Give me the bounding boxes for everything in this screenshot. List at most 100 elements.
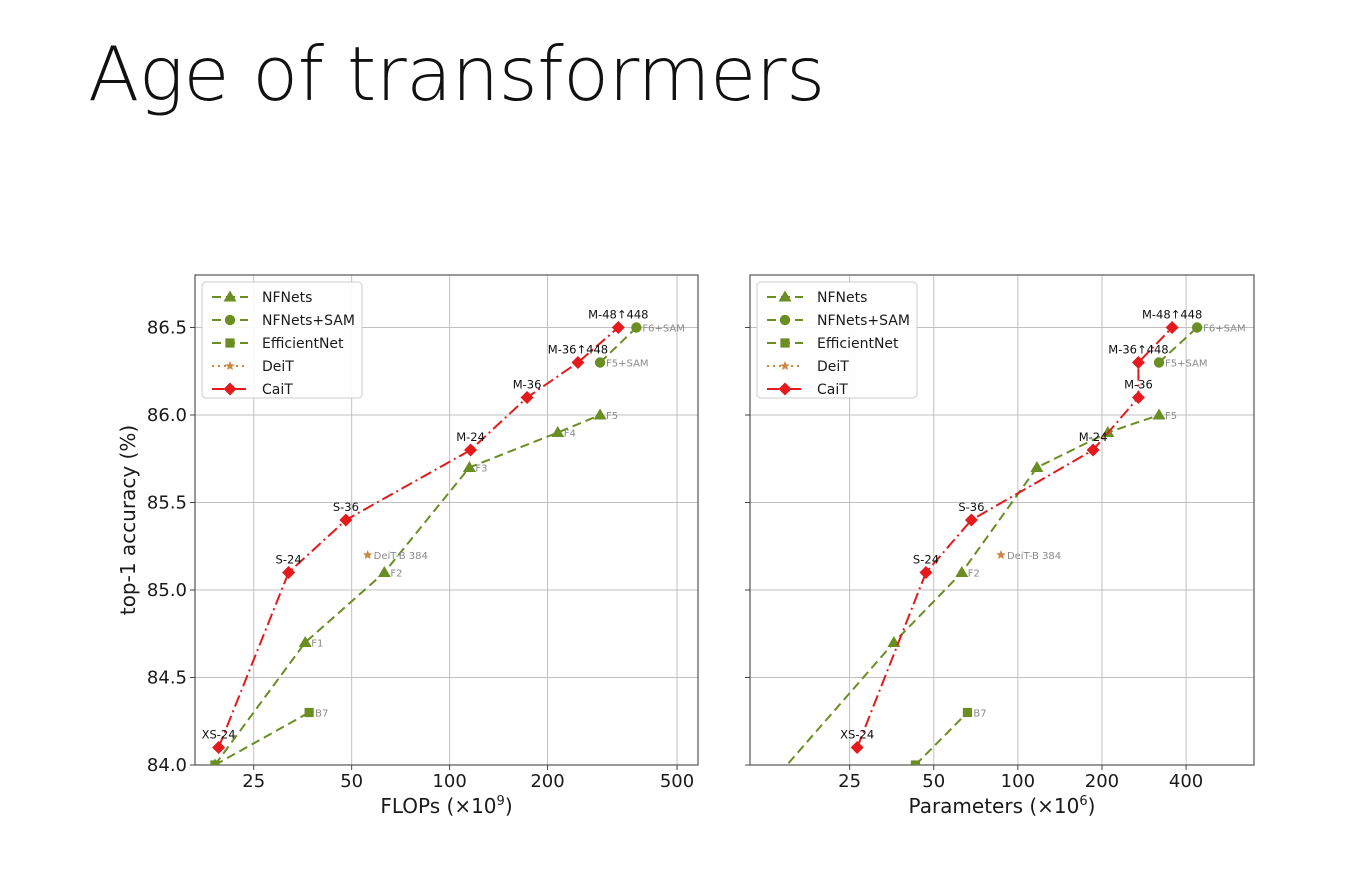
point-label-cait: M-24 [1079, 430, 1108, 444]
y-tick-label: 84.0 [147, 755, 187, 776]
x-axis-title: FLOPs (×109) [380, 794, 512, 818]
point-label-nfnets: F5 [1165, 411, 1177, 422]
x-axis-title: Parameters (×106) [909, 794, 1096, 818]
legend-box [756, 281, 918, 399]
data-point-cait [520, 391, 534, 404]
series-line-efficientnet [914, 711, 969, 765]
legend-label: EfficientNet [817, 336, 899, 352]
point-label-nfnets_sam: F5+SAM [606, 359, 649, 370]
legend-marker-efficientnet [780, 338, 790, 348]
x-tick-label: 200 [530, 771, 564, 792]
series-nfnets [773, 408, 1166, 778]
data-point-cait [1131, 356, 1145, 369]
plot-frame [749, 274, 1255, 766]
point-label-efficientnet: B7 [315, 709, 328, 720]
x-tick-label: 200 [1085, 771, 1119, 792]
data-point-cait [1131, 391, 1145, 404]
point-label-nfnets: F5 [606, 411, 618, 422]
series-line-nfnets [785, 414, 1160, 765]
x-axis-title-main: Parameters (×10 [909, 794, 1080, 818]
data-point-nfnets [377, 566, 391, 578]
data-point-nfnets_sam [594, 357, 606, 368]
data-point-nfnets [462, 461, 476, 473]
point-label-nfnets_sam: F6+SAM [1203, 324, 1246, 335]
y-tick-label: 86.5 [147, 318, 187, 339]
point-label-cait: M-36 [1124, 378, 1153, 392]
x-axis-title-main: FLOPs (×10 [380, 794, 496, 818]
legend-label: CaiT [262, 382, 293, 398]
series-nfnets [211, 408, 607, 765]
data-point-efficientnet [962, 707, 973, 718]
legend-marker-cait [778, 382, 792, 396]
x-axis-title-end: ) [505, 794, 513, 818]
legend-label: NFNets+SAM [262, 313, 355, 329]
legend-item-deit: DeiT [767, 359, 849, 375]
point-label-cait: M-48↑448 [1142, 308, 1202, 322]
point-label-nfnets: F4 [564, 429, 576, 440]
data-point-nfnets [955, 566, 969, 578]
point-label-deit: DeiT-B 384 [1007, 551, 1061, 562]
point-label-cait: XS-24 [840, 728, 874, 742]
x-tick-label: 25 [242, 771, 265, 792]
point-label-deit: DeiT-B 384 [374, 551, 428, 562]
data-point-nfnets [298, 636, 312, 648]
data-point-cait [282, 566, 296, 579]
legend-item-efficientnet: EfficientNet [212, 336, 344, 352]
data-point-cait [212, 741, 226, 754]
data-point-cait [464, 443, 478, 457]
x-tick-label: 50 [922, 771, 945, 792]
data-point-efficientnet [210, 760, 220, 765]
legend-marker-nfnets_sam [779, 314, 791, 326]
series-deit [996, 550, 1006, 560]
chart-2-data [773, 321, 1203, 778]
legend-marker-nfnets_sam [224, 314, 236, 326]
legend-marker-efficientnet [225, 338, 235, 348]
series-line-nfnets_sam [599, 326, 638, 364]
data-point-nfnets [773, 767, 786, 778]
data-point-deit [362, 550, 373, 560]
data-point-cait [850, 741, 864, 754]
x-tick-label: 100 [432, 771, 466, 792]
plot-frame [194, 274, 699, 766]
x-axis-title-exponent: 6 [1079, 794, 1087, 809]
legend-item-nfnets_sam: NFNets+SAM [767, 313, 910, 329]
y-tick-label: 84.5 [147, 668, 187, 689]
point-label-nfnets: F1 [311, 639, 323, 650]
data-point-nfnets_sam [1191, 322, 1203, 333]
legend-label: NFNets [262, 290, 312, 306]
point-label-nfnets_sam: F6+SAM [642, 324, 685, 335]
point-label-cait: M-36↑448 [548, 343, 608, 357]
legend-box [201, 281, 363, 399]
point-label-efficientnet: B7 [973, 709, 986, 720]
legend-label: CaiT [817, 382, 848, 398]
x-axis-title-exponent: 9 [497, 794, 505, 809]
point-label-cait: M-24 [456, 430, 485, 444]
series-nfnets_sam [1153, 322, 1203, 368]
point-label-cait: M-36↑448 [1108, 343, 1168, 357]
legend-marker-nfnets [778, 290, 792, 302]
data-point-cait [1165, 321, 1179, 334]
data-point-deit [996, 550, 1006, 560]
chart-1-data [210, 321, 642, 765]
legend-marker-nfnets [223, 290, 237, 302]
legend-label: NFNets [817, 290, 867, 306]
legend-label: NFNets+SAM [817, 313, 910, 329]
series-deit [362, 550, 373, 560]
slide-title: Age of transformers [88, 30, 825, 118]
point-label-nfnets: F2 [968, 569, 980, 580]
data-point-nfnets_sam [631, 322, 642, 333]
point-label-cait: S-24 [913, 553, 939, 567]
data-point-nfnets [1152, 408, 1166, 420]
legend-item-nfnets: NFNets [212, 290, 312, 306]
legend-item-cait: CaiT [212, 382, 293, 398]
data-point-cait [339, 513, 353, 527]
point-label-nfnets: F2 [390, 569, 402, 580]
legend-marker-deit [780, 361, 790, 371]
x-tick-label: 100 [1001, 771, 1035, 792]
legend-item-deit: DeiT [212, 359, 294, 375]
point-label-cait: S-36 [333, 500, 359, 514]
point-label-cait: S-24 [276, 553, 302, 567]
series-cait [850, 321, 1179, 754]
series-efficientnet [210, 707, 314, 765]
data-point-nfnets [593, 408, 607, 420]
